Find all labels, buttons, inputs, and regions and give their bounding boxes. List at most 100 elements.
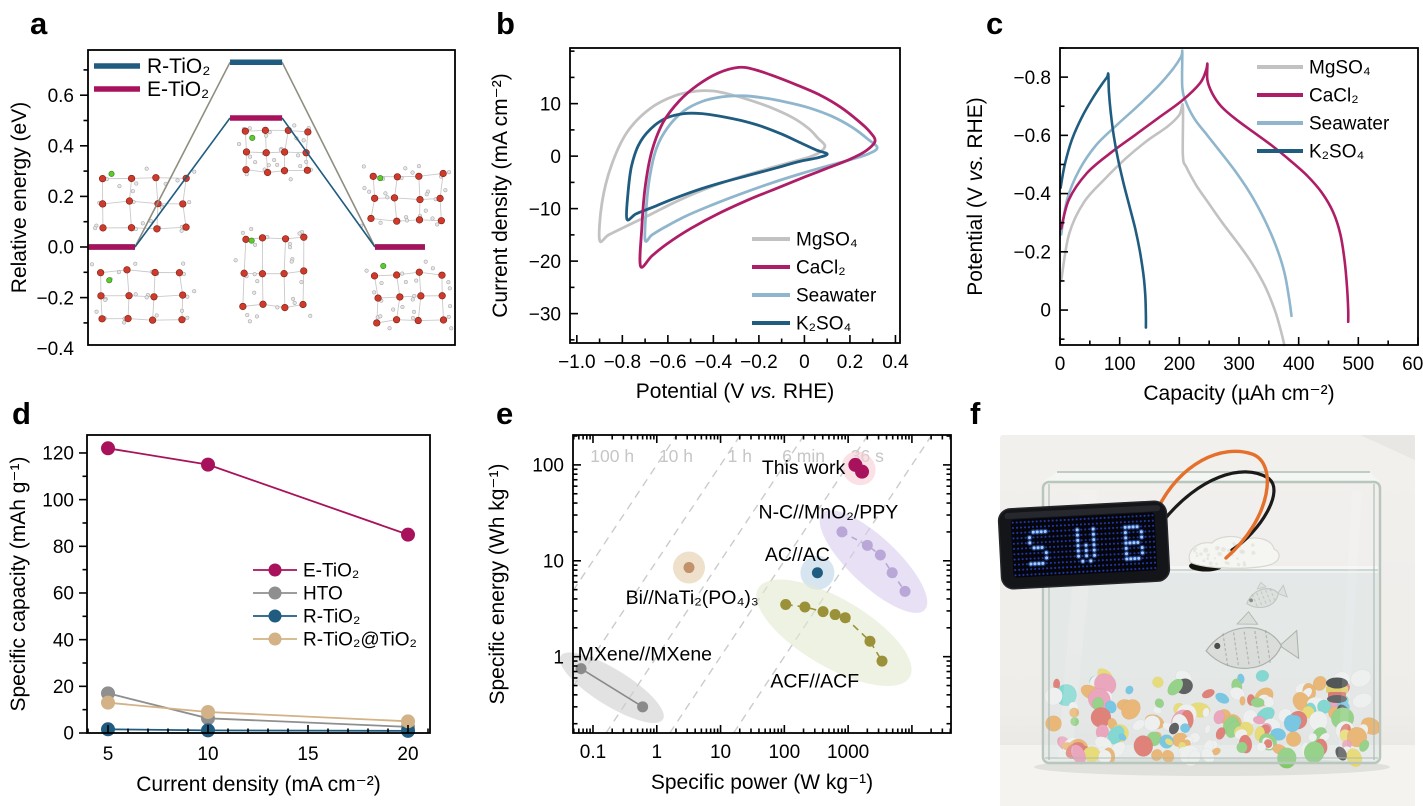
wire-orange [1154,449,1269,560]
panel-label-a: a [30,6,48,41]
wall-crease [1360,435,1415,460]
svg-text:10: 10 [710,742,731,763]
cv-series [597,65,879,269]
svg-text:100: 100 [42,490,74,511]
series-K₂SO₄ [1059,72,1148,329]
pebble [1179,723,1191,734]
pebble [1308,732,1318,742]
svg-text:−1.0: −1.0 [558,352,596,373]
tick-labels: −1.0 −0.8 −0.6 −0.4 −0.2 0 0.2 0.4 −30 −20 −10 0 10 [529,94,909,373]
tick-labels: 0.1 1 10 100 1000 1 10 100 [532,456,869,763]
sodium-ion-atom [249,134,256,141]
data-point [864,635,876,647]
time-guide-line [732,435,933,733]
pebble [1152,676,1164,688]
series-E-TiO₂ [88,115,425,250]
svg-text:−0.4: −0.4 [36,339,74,360]
svg-text:20: 20 [53,677,74,698]
pebble [1215,692,1230,704]
pebble [1252,715,1266,725]
axes-frame [572,434,952,734]
pebble [1202,707,1210,718]
legend-label: CaCl₂ [1309,86,1359,107]
svg-text:−0.2: −0.2 [36,288,74,309]
pebble [1118,733,1127,741]
svg-text:10: 10 [540,94,561,115]
svg-text:80: 80 [53,537,74,558]
energy-connector-lines [134,61,376,248]
crystal-structure-inset [364,259,454,331]
svg-text:5: 5 [103,744,114,765]
svg-text:−0.8: −0.8 [604,352,642,373]
svg-text:600: 600 [1402,354,1423,375]
data-point [401,527,415,542]
pebble [1285,731,1302,747]
series-MgSO₄ [597,89,827,244]
series-HTO [101,686,415,734]
time-guide-label: 100 h [590,446,634,466]
series-CaCl₂ [1059,62,1350,323]
fish-small [1246,581,1288,609]
legend-label: R-TiO₂ [303,607,360,628]
y-axis-label: Potential (V vs. RHE) [964,97,987,295]
pebble [1359,739,1370,752]
axes-frame [86,434,431,734]
legend: MgSO₄ CaCl₂ Seawater K₂SO₄ [1257,58,1390,163]
svg-text:−0.6: −0.6 [1013,126,1051,147]
pebble [1229,686,1245,701]
svg-text:1000: 1000 [827,742,869,763]
svg-text:0.6: 0.6 [48,86,74,107]
data-point [780,599,792,611]
fish [1205,611,1300,669]
legend-label: CaCl₂ [796,258,846,279]
led-text [1026,523,1146,567]
pebble [1312,675,1327,691]
svg-text:−0.2: −0.2 [740,352,778,373]
panel-c-chart: 0 100 200 300 400 500 600 −0.8 −0.6 −0.4 −0.2 0 Capa… [964,47,1423,405]
pebble [1215,727,1226,740]
svg-text:10: 10 [543,551,564,572]
y-axis-label: Specific capacity (mAh g⁻¹) [7,457,30,712]
series-E-TiO₂ [101,441,415,542]
group-halo [819,510,928,613]
x-axis-label: Specific power (W kg⁻¹) [651,771,873,794]
group-ACF//ACF: ACF//ACF [756,579,912,693]
svg-text:0.2: 0.2 [48,187,74,208]
panel-b-chart: −1.0 −0.8 −0.6 −0.4 −0.2 0 0.2 0.4 −30 −20 −10 0 10 P… [489,47,909,403]
svg-text:10: 10 [197,744,218,765]
group-label: This work [762,457,846,479]
toy-ornament [1326,677,1348,703]
pebble [1335,746,1348,761]
data-point [829,609,841,621]
data-point [886,567,898,579]
panel-e-chart: 100 h10 h1 h6 min36 sThis workN-C//MnO₂/… [486,434,952,794]
x-axis-label: Current density (mA cm⁻²) [136,773,380,796]
data-point [201,704,215,719]
panel-d-chart: 5 10 15 20 0 20 40 60 80 100 120 Current density (m… [7,434,431,796]
sodium-ion-atom [377,175,384,182]
svg-text:0.4: 0.4 [48,136,75,157]
pebble [1069,707,1080,718]
pebble [1204,724,1211,734]
svg-text:−0.6: −0.6 [649,352,687,373]
svg-text:40: 40 [53,630,74,651]
svg-text:15: 15 [297,744,318,765]
series-K₂SO₄ [625,111,829,222]
x-axis-label: Capacity (µAh cm⁻²) [1143,382,1334,405]
pebble [1350,669,1372,688]
legend-label: Seawater [796,286,877,307]
legend-label: R-TiO₂@TiO₂ [303,630,417,651]
svg-text:20: 20 [397,744,418,765]
group-Bi//NaTi₂(PO₄)₃: Bi//NaTi₂(PO₄)₃ [626,551,759,609]
series-Seawater [1059,49,1293,318]
pebble [1070,716,1080,727]
time-guide-label: 6 min [782,446,825,466]
group-label: N-C//MnO₂/PPY [758,501,898,523]
tank-top-rim [1043,472,1380,482]
axes-frame [569,47,901,344]
pebble [1213,710,1225,725]
fish-eye [1214,642,1221,650]
crystal-structure-inset [93,166,197,233]
sodium-ion-atom [380,262,387,269]
svg-text:300: 300 [1223,354,1255,375]
